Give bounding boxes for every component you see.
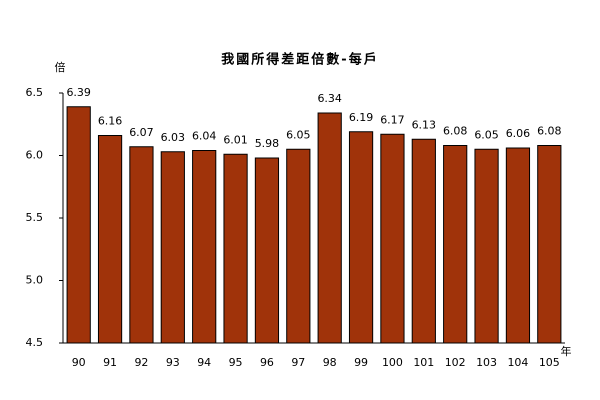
bar bbox=[537, 145, 562, 344]
x-tick-label: 98 bbox=[323, 356, 337, 369]
x-tick-label: 92 bbox=[134, 356, 148, 369]
y-tick-label: 5.0 bbox=[26, 274, 44, 287]
bar bbox=[66, 106, 91, 344]
value-label: 6.08 bbox=[537, 125, 562, 138]
bar bbox=[380, 133, 405, 344]
x-tick-label: 101 bbox=[413, 356, 434, 369]
bar bbox=[286, 148, 311, 344]
x-tick-label: 94 bbox=[197, 356, 211, 369]
value-label: 6.04 bbox=[192, 130, 217, 143]
bar bbox=[411, 138, 436, 344]
x-tick-label: 100 bbox=[382, 356, 403, 369]
bar bbox=[192, 150, 217, 344]
value-label: 6.19 bbox=[349, 111, 374, 124]
chart-title: 我國所得差距倍數-每戶 bbox=[221, 52, 378, 68]
value-label: 5.98 bbox=[255, 137, 280, 150]
bar bbox=[129, 146, 154, 344]
y-tick-label: 6.5 bbox=[26, 86, 44, 99]
value-label: 6.13 bbox=[412, 118, 437, 131]
x-tick-label: 91 bbox=[103, 356, 117, 369]
y-tick-label: 5.5 bbox=[26, 211, 44, 224]
value-label: 6.16 bbox=[98, 115, 123, 128]
bar bbox=[505, 147, 531, 344]
value-label: 6.05 bbox=[286, 128, 311, 141]
x-tick-label: 95 bbox=[229, 356, 243, 369]
bar bbox=[254, 157, 280, 344]
x-tick-label: 97 bbox=[291, 356, 305, 369]
y-unit: 倍 bbox=[55, 60, 66, 74]
y-tick-label: 6.0 bbox=[26, 149, 44, 162]
x-tick-label: 99 bbox=[354, 356, 368, 369]
bar bbox=[474, 148, 499, 344]
bar bbox=[348, 131, 374, 344]
value-label: 6.05 bbox=[474, 128, 499, 141]
x-tick-label: 102 bbox=[445, 356, 466, 369]
bar bbox=[443, 145, 468, 344]
bar bbox=[223, 153, 248, 344]
x-tick-label: 104 bbox=[507, 356, 528, 369]
value-label: 6.34 bbox=[317, 92, 342, 105]
x-tick-label: 90 bbox=[72, 356, 86, 369]
value-label: 6.07 bbox=[129, 126, 154, 139]
x-tick-label: 93 bbox=[166, 356, 180, 369]
value-label: 6.17 bbox=[380, 113, 405, 126]
value-label: 6.01 bbox=[223, 133, 248, 146]
bar bbox=[97, 135, 123, 344]
y-tick-label: 4.5 bbox=[26, 336, 44, 349]
x-tick-label: 105 bbox=[539, 356, 560, 369]
value-label: 6.08 bbox=[443, 125, 468, 138]
value-label: 6.39 bbox=[66, 86, 91, 99]
value-label: 6.06 bbox=[506, 127, 531, 140]
value-label: 6.03 bbox=[161, 131, 186, 144]
x-tick-label: 103 bbox=[476, 356, 497, 369]
bar bbox=[160, 151, 185, 344]
x-tick-label: 96 bbox=[260, 356, 274, 369]
bar bbox=[317, 112, 342, 344]
x-unit: 年 bbox=[561, 344, 572, 358]
